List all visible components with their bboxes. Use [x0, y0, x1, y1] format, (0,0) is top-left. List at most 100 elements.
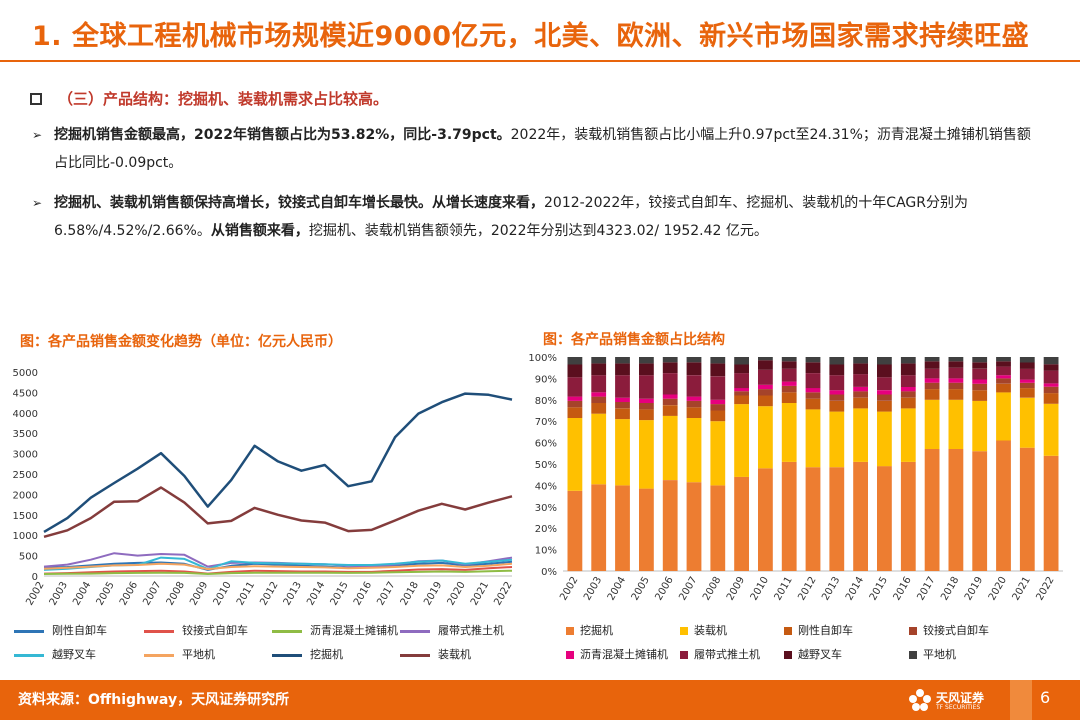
x-tick-label: 2021 [469, 580, 491, 608]
y-tick-label: 3500 [13, 429, 38, 440]
bar-segment-5 [948, 367, 964, 379]
bar-segment-1 [781, 403, 797, 462]
y-tick-label: 30% [535, 503, 557, 514]
legend-swatch [144, 653, 174, 657]
legend-label: 越野叉车 [798, 648, 842, 661]
legend-swatch [909, 651, 917, 659]
series-line-1 [43, 566, 513, 575]
legend-label: 铰接式自卸车 [182, 624, 248, 637]
x-tick-label: 2019 [422, 580, 444, 608]
bar-segment-2 [686, 407, 702, 418]
bar-segment-4 [781, 381, 797, 386]
bar-segment-5 [710, 376, 726, 400]
bar-segment-1 [805, 409, 821, 468]
series-line-6 [43, 392, 513, 533]
bar-segment-5 [853, 374, 868, 387]
bar-segment-5 [662, 373, 678, 395]
bar-segment-0 [567, 490, 583, 572]
x-tick-label: 2010 [212, 580, 234, 608]
bar-segment-5 [805, 373, 821, 389]
legend-label: 刚性自卸车 [798, 624, 853, 637]
series-line-7 [43, 486, 513, 539]
y-tick-label: 5000 [13, 368, 38, 379]
bullet-2-text-2: 挖掘机、装载机销售额领先，2022年分别达到4323.02/ 1952.42 亿… [308, 223, 768, 239]
bar-segment-4 [924, 378, 940, 383]
x-tick-label: 2012 [258, 580, 280, 608]
bar-segment-6 [948, 361, 964, 368]
legend-label: 越野叉车 [52, 648, 96, 661]
bar-segment-7 [615, 357, 630, 364]
bar-segment-5 [972, 368, 988, 380]
y-tick-label: 1500 [13, 511, 38, 522]
bar-segment-7 [662, 357, 678, 363]
bar-segment-3 [996, 378, 1011, 384]
x-tick-label: 2006 [118, 580, 140, 608]
bar-segment-4 [829, 390, 845, 395]
bar-segment-4 [734, 388, 749, 392]
bar-segment-5 [1043, 370, 1059, 384]
footer: 资料来源：Offhighway，天风证券研究所 天风证券 TF SECURITI… [0, 680, 1080, 720]
bar-segment-2 [662, 405, 678, 416]
x-tick-label: 2007 [141, 580, 163, 608]
bar-segment-1 [948, 399, 964, 449]
bar-segment-5 [829, 375, 845, 391]
y-tick-label: 20% [535, 524, 557, 535]
bar-segment-1 [972, 400, 988, 452]
line-chart: 0 500 1000 1500 2000 2500 3000 3500 4000 4500 5000… [13, 368, 515, 608]
legend-label: 沥青混凝土摊铺机 [310, 624, 398, 637]
square-bullet-icon [30, 93, 42, 105]
bar-segment-3 [758, 389, 773, 396]
legend-label: 平地机 [182, 648, 215, 661]
bar-segment-3 [972, 383, 988, 391]
bar-segment-2 [1043, 393, 1059, 404]
bar-segment-3 [805, 392, 821, 399]
bar-segment-4 [853, 387, 868, 392]
legend-label: 装载机 [694, 624, 727, 637]
bar-segment-2 [924, 389, 940, 400]
bullet-1: ➢ 挖掘机销售金额最高，2022年销售额占比为53.82%，同比-3.79pct… [32, 121, 1042, 177]
bar-segment-5 [615, 375, 630, 398]
legend-swatch [784, 651, 792, 659]
legend-label: 刚性自卸车 [52, 624, 107, 637]
y-tick-label: 3000 [13, 450, 38, 461]
x-tick-label: 2013 [820, 575, 842, 603]
x-tick-label: 2011 [235, 580, 257, 608]
source-note: 资料来源：Offhighway，天风证券研究所 [18, 692, 290, 708]
bar-segment-6 [877, 364, 892, 378]
bar-segment-2 [877, 400, 892, 412]
bar-segment-2 [591, 403, 607, 414]
bar-segment-0 [877, 466, 892, 571]
legend-label: 履带式推土机 [694, 648, 760, 661]
x-tick-label: 2020 [987, 575, 1009, 603]
bar-segment-5 [758, 369, 773, 385]
bar-segment-0 [662, 480, 678, 571]
bar-segment-0 [781, 461, 797, 571]
bar-segment-3 [853, 391, 868, 398]
x-tick-label: 2014 [844, 575, 866, 603]
bar-segment-5 [734, 373, 749, 389]
legend-label: 铰接式自卸车 [923, 624, 989, 637]
bar-segment-6 [972, 362, 988, 369]
legend-item: 沥青混凝土摊铺机 [566, 646, 668, 662]
bar-segment-0 [734, 476, 749, 571]
legend-item: 沥青混凝土摊铺机 [272, 622, 398, 638]
bar-segment-2 [734, 395, 749, 405]
legend-swatch [566, 651, 574, 659]
bar-segment-0 [639, 488, 654, 571]
x-tick-label: 2018 [399, 580, 421, 608]
bar-segment-5 [639, 375, 654, 399]
bar-segment-2 [805, 398, 821, 410]
x-tick-label: 2014 [305, 580, 327, 608]
x-tick-label: 2003 [582, 575, 604, 603]
legend-swatch [272, 629, 302, 633]
bar-segment-6 [805, 362, 821, 373]
line-chart-legend: 刚性自卸车 铰接式自卸车 沥青混凝土摊铺机 履带式推土机 越野叉车 平地机 挖掘机 装载机 [14, 622, 524, 666]
legend-item: 挖掘机 [272, 646, 343, 662]
x-tick-label: 2015 [329, 580, 351, 608]
bar-segment-4 [900, 387, 916, 392]
y-tick-label: 4000 [13, 409, 38, 420]
arrow-bullet-icon: ➢ [32, 128, 43, 142]
bar-segment-7 [758, 357, 773, 361]
legend-swatch [14, 653, 44, 657]
bar-segment-2 [948, 389, 964, 400]
